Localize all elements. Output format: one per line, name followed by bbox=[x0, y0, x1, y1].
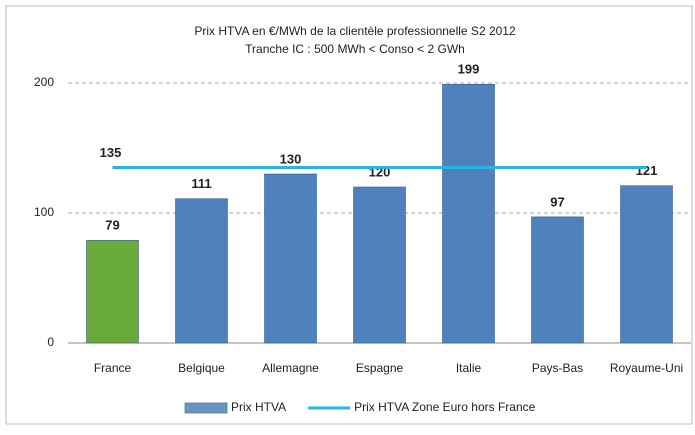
chart-subtitle: Tranche IC : 500 MWh < Conso < 2 GWh bbox=[245, 42, 465, 56]
bar bbox=[442, 84, 495, 344]
x-tick-label: Belgique bbox=[178, 361, 225, 375]
bar bbox=[353, 186, 406, 344]
x-tick-label: Royaume-Uni bbox=[610, 361, 683, 375]
data-label: 79 bbox=[105, 218, 119, 233]
data-label: 130 bbox=[280, 151, 302, 166]
legend-label: Prix HTVA bbox=[231, 400, 286, 414]
legend-label: Prix HTVA Zone Euro hors France bbox=[354, 400, 536, 414]
bar bbox=[175, 198, 228, 344]
chart-title: Prix HTVA en €/MWh de la clientèle profe… bbox=[194, 24, 516, 38]
x-tick-label: Espagne bbox=[356, 361, 404, 375]
bar bbox=[531, 216, 584, 344]
bar bbox=[264, 173, 317, 344]
legend-swatch bbox=[184, 402, 228, 414]
data-label: 135 bbox=[100, 145, 122, 160]
y-tick-label: 0 bbox=[47, 335, 54, 349]
x-tick-label: Pays-Bas bbox=[532, 361, 583, 375]
data-label: 121 bbox=[636, 163, 658, 178]
data-label: 111 bbox=[191, 176, 211, 191]
bar bbox=[86, 240, 139, 344]
data-label: 97 bbox=[550, 194, 564, 209]
x-tick-label: Allemagne bbox=[262, 361, 319, 375]
x-tick-label: Italie bbox=[456, 361, 482, 375]
bar bbox=[620, 185, 673, 344]
y-tick-label: 100 bbox=[34, 205, 54, 219]
data-label: 199 bbox=[458, 62, 480, 77]
chart-frame bbox=[5, 5, 693, 425]
y-tick-label: 200 bbox=[34, 75, 54, 89]
x-tick-label: France bbox=[94, 361, 132, 375]
